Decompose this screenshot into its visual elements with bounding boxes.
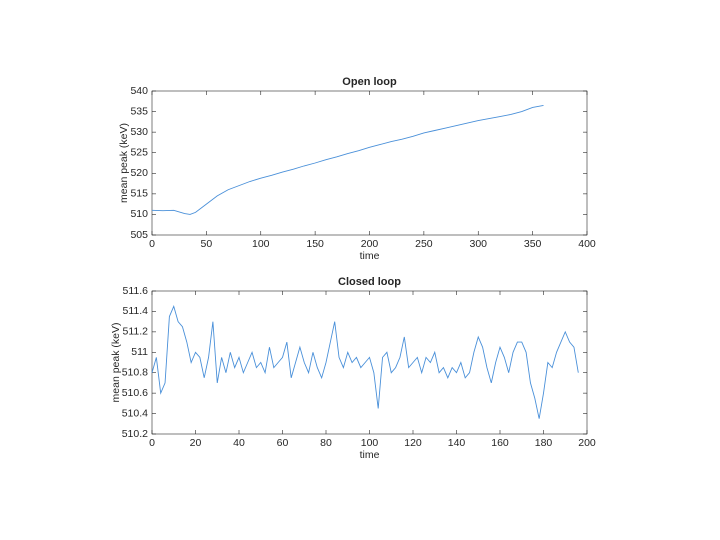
x-axis-label: time — [360, 449, 380, 461]
y-axis-label: mean peak (keV) — [118, 123, 130, 203]
x-tick-label: 200 — [361, 238, 379, 250]
y-tick-label: 510 — [130, 208, 148, 220]
x-tick-label: 180 — [535, 437, 553, 449]
x-tick-label: 0 — [149, 238, 155, 250]
axis-box — [151, 90, 588, 236]
data-line — [151, 104, 544, 215]
y-tick-label: 511 — [131, 346, 148, 358]
axis-box — [151, 290, 588, 435]
y-tick-label: 530 — [130, 126, 148, 138]
x-tick-label: 300 — [469, 238, 487, 250]
x-tick-label: 120 — [404, 437, 422, 449]
x-tick-label: 80 — [320, 437, 332, 449]
y-tick-label: 535 — [130, 105, 148, 117]
y-axis-label: mean peak (keV) — [110, 323, 122, 403]
x-tick-label: 150 — [306, 238, 324, 250]
x-tick-label: 400 — [578, 238, 596, 250]
y-tick-label: 525 — [130, 146, 148, 158]
chart-title: Closed loop — [338, 276, 401, 288]
y-tick-label: 505 — [130, 229, 148, 241]
chart-title: Open loop — [342, 76, 397, 88]
x-axis-label: time — [360, 250, 380, 262]
x-tick-label: 350 — [524, 238, 542, 250]
x-tick-label: 250 — [415, 238, 433, 250]
x-tick-label: 100 — [252, 238, 270, 250]
x-tick-label: 200 — [578, 437, 596, 449]
y-tick-label: 515 — [130, 188, 148, 200]
y-tick-label: 510.4 — [122, 407, 148, 419]
y-tick-label: 511.4 — [123, 305, 149, 317]
data-line — [151, 304, 579, 419]
y-tick-label: 511.2 — [123, 326, 149, 338]
y-tick-label: 520 — [130, 167, 148, 179]
x-tick-label: 20 — [190, 437, 202, 449]
y-tick-label: 540 — [130, 85, 148, 97]
y-tick-label: 510.8 — [122, 366, 148, 378]
x-tick-label: 50 — [201, 238, 213, 250]
x-tick-label: 100 — [361, 437, 379, 449]
x-tick-label: 160 — [491, 437, 509, 449]
x-tick-label: 0 — [149, 437, 155, 449]
x-tick-label: 60 — [277, 437, 289, 449]
y-tick-label: 510.6 — [122, 387, 148, 399]
x-tick-label: 140 — [448, 437, 466, 449]
x-tick-label: 40 — [233, 437, 245, 449]
y-tick-label: 511.6 — [123, 285, 149, 297]
y-tick-label: 510.2 — [122, 428, 148, 440]
